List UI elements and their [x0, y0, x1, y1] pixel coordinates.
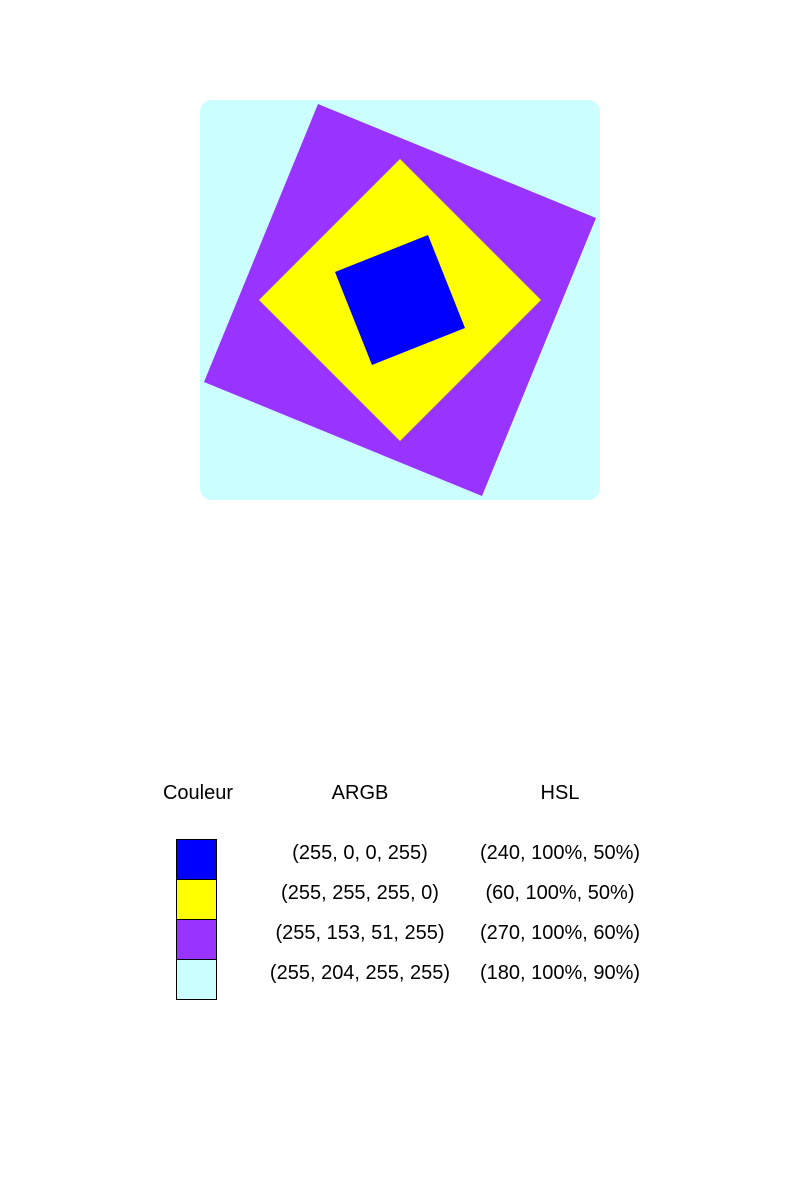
nested-squares-figure — [200, 100, 600, 500]
swatch-yellow — [176, 879, 217, 920]
header-hsl: HSL — [540, 782, 580, 804]
header-argb: ARGB — [331, 782, 389, 804]
header-color: Couleur — [162, 782, 234, 804]
blue-rotated-square — [335, 235, 465, 365]
hsl-value: (180, 100%, 90%) — [479, 962, 641, 984]
hsl-value: (240, 100%, 50%) — [479, 842, 641, 864]
swatch-purple — [176, 919, 217, 960]
swatch-light-cyan — [176, 959, 217, 1000]
swatch-blue — [176, 839, 217, 880]
hsl-value: (60, 100%, 50%) — [485, 882, 635, 904]
argb-value: (255, 0, 0, 255) — [292, 842, 428, 864]
argb-value: (255, 153, 51, 255) — [275, 922, 445, 944]
argb-value: (255, 204, 255, 255) — [269, 962, 451, 984]
argb-value: (255, 255, 255, 0) — [281, 882, 439, 904]
hsl-value: (270, 100%, 60%) — [479, 922, 641, 944]
